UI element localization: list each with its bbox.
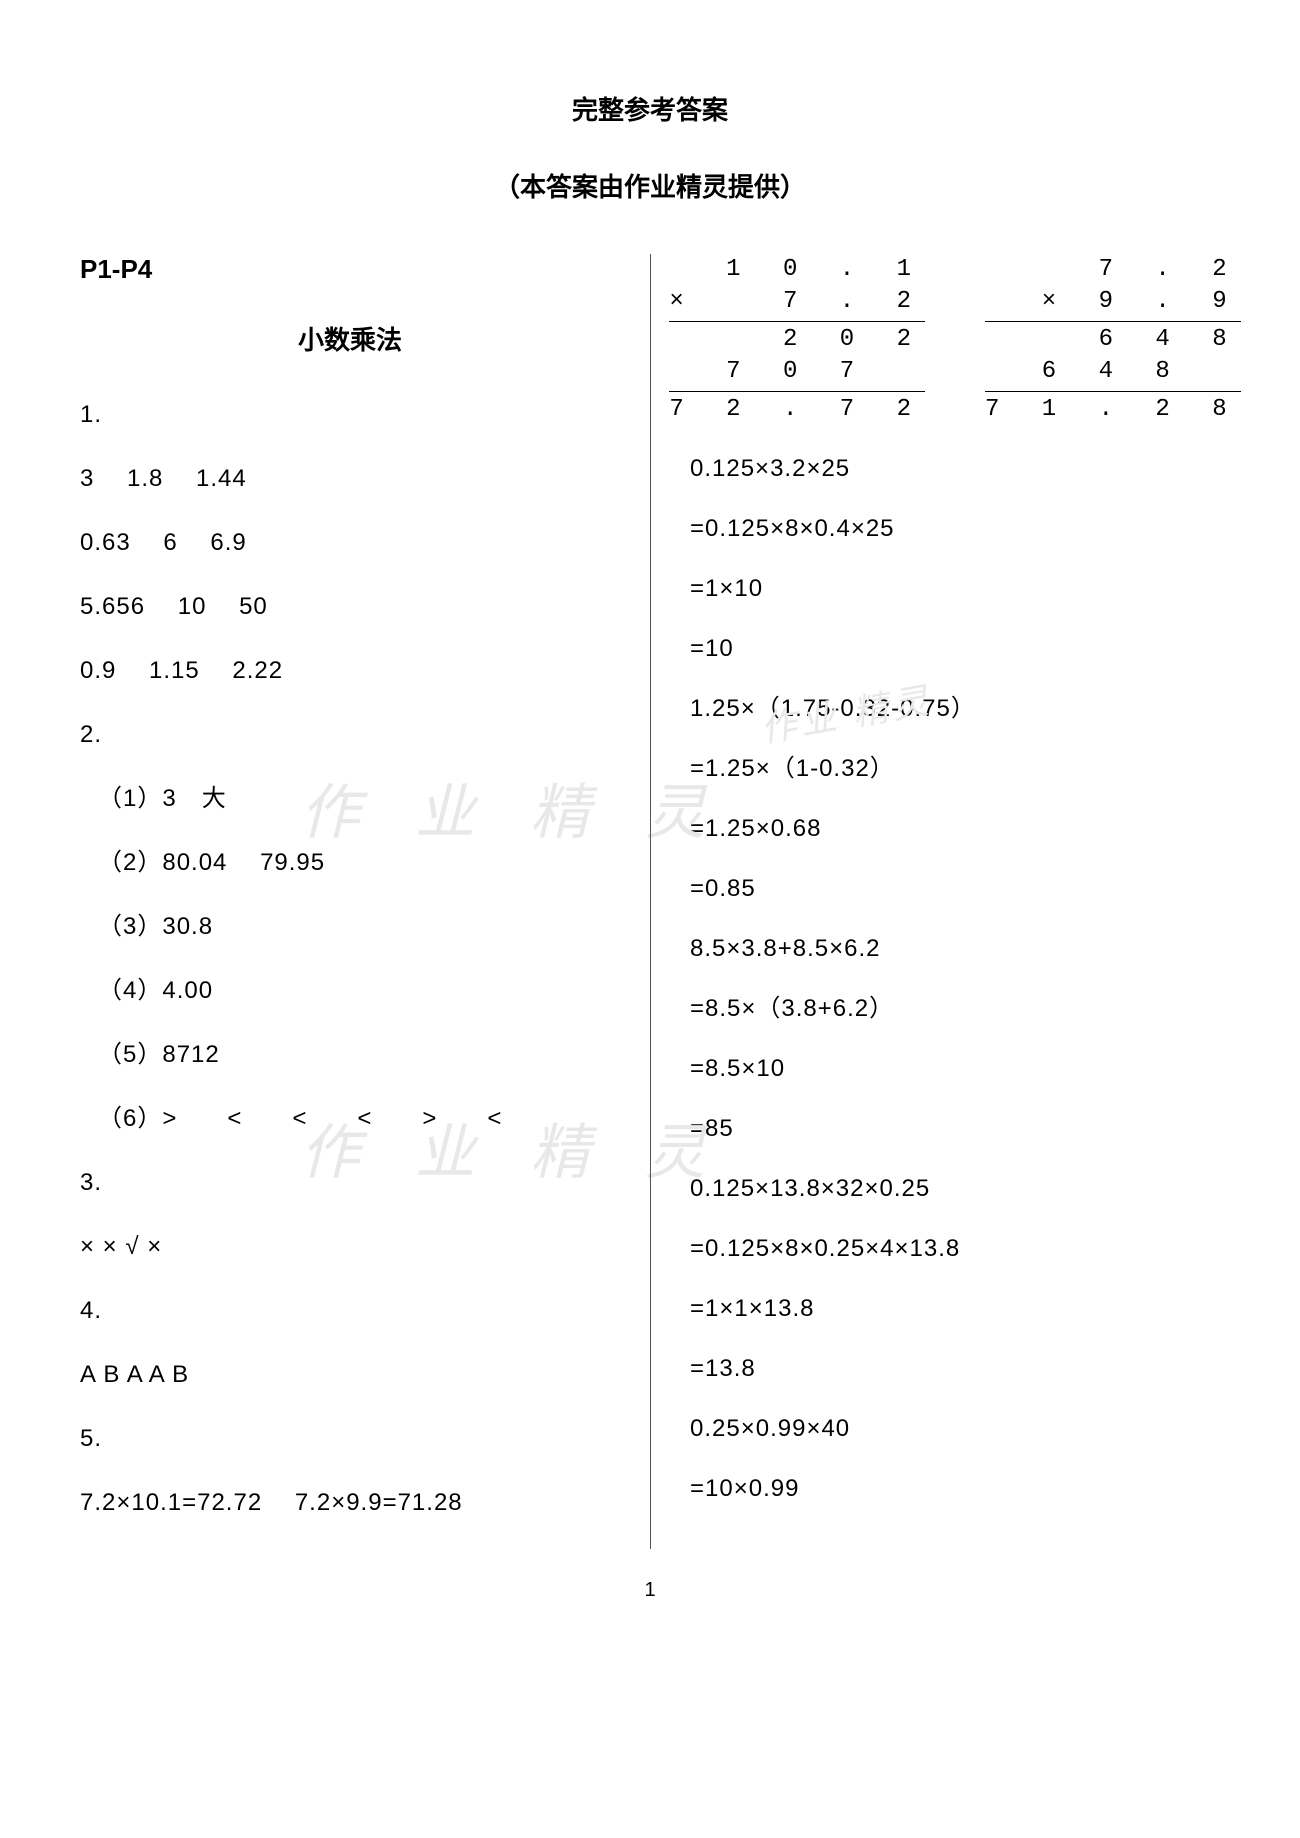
vm-row: 2 0 2 xyxy=(783,324,925,356)
question-label: 5. xyxy=(80,1421,620,1457)
calc-line: =1.25×0.68 xyxy=(690,811,1220,847)
vm-row: × 9 . 9 xyxy=(1042,286,1241,318)
vm-row: 1 0 . 1 xyxy=(726,254,925,286)
question-label: 1. xyxy=(80,397,620,433)
page-subtitle: （本答案由作业精灵提供） xyxy=(70,167,1230,204)
calc-line: =8.5×（3.8+6.2） xyxy=(690,991,1220,1027)
calc-line: 0.125×3.2×25 xyxy=(690,451,1220,487)
answer-text: （6）> < < < > < xyxy=(80,1101,620,1137)
answer-text: 0.9 1.15 2.22 xyxy=(80,653,620,689)
answer-text: 3 1.8 1.44 xyxy=(80,461,620,497)
question-label: 2. xyxy=(80,717,620,753)
answer-text: 7.2×10.1=72.72 7.2×9.9=71.28 xyxy=(80,1485,620,1521)
page-range-label: P1-P4 xyxy=(80,254,620,285)
answer-text: （1）3 大 xyxy=(80,781,620,817)
section-title: 小数乘法 xyxy=(80,320,620,357)
rule-line xyxy=(669,391,925,392)
left-column: P1-P4 小数乘法 1. 3 1.8 1.44 0.63 6 6.9 5.65… xyxy=(70,254,650,1549)
page-number: 1 xyxy=(70,1579,1230,1602)
vm-row: 7 1 . 2 8 xyxy=(985,394,1241,426)
answer-text: 5.656 10 50 xyxy=(80,589,620,625)
calc-line: =10×0.99 xyxy=(690,1471,1220,1507)
vm-row: 6 4 8 xyxy=(1042,356,1241,388)
vertical-multiplication-block: 1 0 . 1 × 7 . 2 2 0 2 7 0 7 7 2 . 7 2 7 … xyxy=(690,254,1220,426)
calc-line: =1×10 xyxy=(690,571,1220,607)
content-wrapper: 作 业 精 灵 作 业 精 灵 作业 精灵 P1-P4 小数乘法 1. 3 1.… xyxy=(70,254,1230,1549)
answer-text: （2）80.04 79.95 xyxy=(80,845,620,881)
vm-row: × 7 . 2 xyxy=(669,286,925,318)
vm-row: 7 0 7 xyxy=(726,356,925,388)
answer-text: （4）4.00 xyxy=(80,973,620,1009)
vm-row: 7 2 . 7 2 xyxy=(669,394,925,426)
answer-text: A B A A B xyxy=(80,1357,620,1393)
calc-line: =10 xyxy=(690,631,1220,667)
calc-line: 0.25×0.99×40 xyxy=(690,1411,1220,1447)
right-column: 1 0 . 1 × 7 . 2 2 0 2 7 0 7 7 2 . 7 2 7 … xyxy=(650,254,1230,1549)
column-divider xyxy=(650,254,651,1549)
calc-line: =0.125×8×0.4×25 xyxy=(690,511,1220,547)
calc-line: =1.25×（1-0.32） xyxy=(690,751,1220,787)
calc-line: 1.25×（1.75-0.32-0.75） xyxy=(690,691,1220,727)
answer-text: 0.63 6 6.9 xyxy=(80,525,620,561)
vm-row: 7 . 2 xyxy=(1099,254,1241,286)
answer-text: × × √ × xyxy=(80,1229,620,1265)
page-title: 完整参考答案 xyxy=(70,90,1230,127)
calc-line: =1×1×13.8 xyxy=(690,1291,1220,1327)
question-label: 4. xyxy=(80,1293,620,1329)
vertical-mult-1: 1 0 . 1 × 7 . 2 2 0 2 7 0 7 7 2 . 7 2 xyxy=(669,254,925,426)
calc-line: 8.5×3.8+8.5×6.2 xyxy=(690,931,1220,967)
rule-line xyxy=(985,321,1241,322)
answer-text: （3）30.8 xyxy=(80,909,620,945)
rule-line xyxy=(669,321,925,322)
calc-line: =13.8 xyxy=(690,1351,1220,1387)
answer-text: （5）8712 xyxy=(80,1037,620,1073)
calc-line: =8.5×10 xyxy=(690,1051,1220,1087)
calc-line: 0.125×13.8×32×0.25 xyxy=(690,1171,1220,1207)
rule-line xyxy=(985,391,1241,392)
calc-line: =0.125×8×0.25×4×13.8 xyxy=(690,1231,1220,1267)
vertical-mult-2: 7 . 2 × 9 . 9 6 4 8 6 4 8 7 1 . 2 8 xyxy=(985,254,1241,426)
calc-line: =0.85 xyxy=(690,871,1220,907)
calc-line: =85 xyxy=(690,1111,1220,1147)
question-label: 3. xyxy=(80,1165,620,1201)
vm-row: 6 4 8 xyxy=(1099,324,1241,356)
